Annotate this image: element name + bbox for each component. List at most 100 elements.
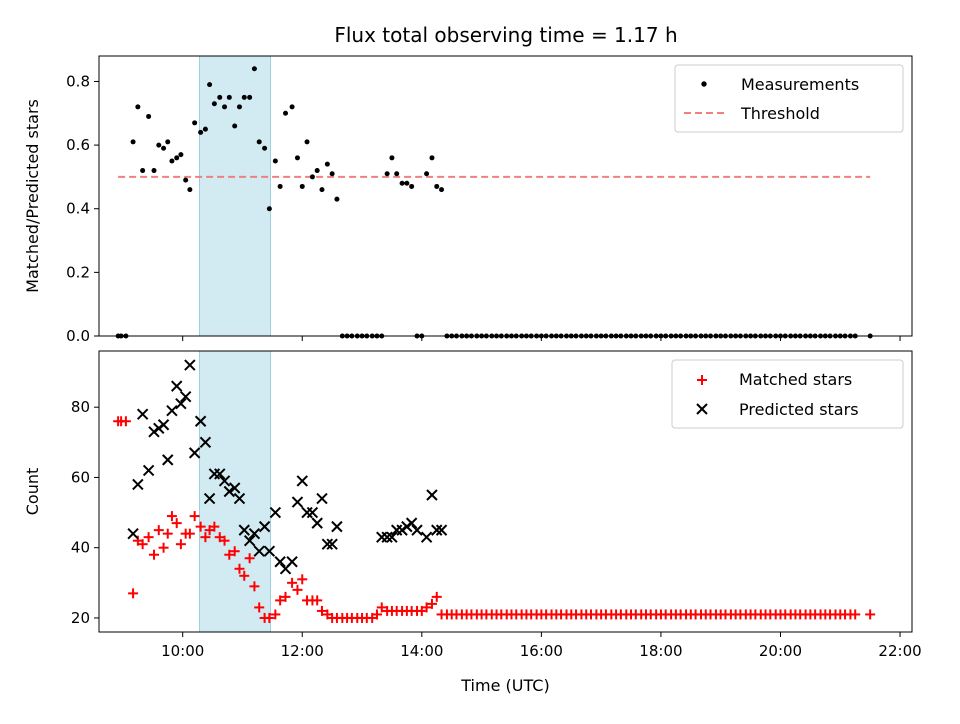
matched-star-point	[234, 563, 245, 574]
predicted-star-point	[311, 517, 323, 529]
predicted-star-point	[171, 380, 183, 392]
measurement-point	[140, 168, 146, 174]
measurement-point	[424, 171, 430, 177]
top-y-axis-label: Matched/Predicted stars	[23, 99, 42, 293]
matched-star-point	[239, 570, 250, 581]
matched-star-point	[200, 532, 211, 543]
matched-star-point	[153, 525, 164, 536]
predicted-star-point	[233, 492, 246, 505]
y-tick-label: 0.2	[66, 263, 90, 281]
matched-star-point	[287, 577, 298, 588]
x-tick-label: 14:00	[400, 642, 443, 660]
predicted-star-point	[306, 506, 319, 519]
matched-star-point	[184, 528, 195, 539]
chart-title: Flux total observing time = 1.17 h	[334, 23, 677, 47]
predicted-star-point	[175, 397, 187, 410]
legend-label-matched: Matched stars	[739, 370, 852, 389]
matched-star-point	[275, 595, 286, 606]
matched-star-point	[219, 535, 230, 546]
predicted-star-point	[188, 447, 201, 459]
matched-star-point	[297, 574, 308, 585]
x-tick-label: 20:00	[759, 642, 802, 660]
legend-label-measurements: Measurements	[741, 75, 859, 94]
y-tick-label: 80	[71, 398, 90, 416]
measurement-point	[130, 139, 136, 145]
measurement-point	[236, 104, 242, 110]
predicted-star-point	[269, 506, 282, 519]
matched-star-point	[171, 518, 182, 529]
measurement-point	[169, 158, 175, 164]
measurement-point	[389, 155, 395, 161]
x-tick-label: 18:00	[639, 642, 682, 660]
measurement-point	[174, 155, 180, 161]
measurement-point	[247, 94, 253, 100]
predicted-star-point	[274, 556, 286, 568]
matched-star-point	[316, 605, 327, 616]
predicted-star-point	[331, 520, 343, 533]
predicted-star-point	[381, 531, 393, 543]
predicted-star-point	[132, 478, 144, 491]
measurement-point	[266, 206, 272, 212]
measurement-point	[241, 94, 247, 100]
predicted-star-points	[127, 359, 448, 575]
top-panel-ratio: 0.00.20.40.60.8 Matched/Predicted stars …	[23, 55, 913, 345]
matched-star-point	[209, 521, 220, 532]
legend-label-threshold: Threshold	[740, 104, 820, 123]
predicted-star-point	[214, 468, 226, 480]
measurement-point	[277, 183, 283, 189]
measurement-point	[262, 145, 268, 151]
predicted-star-point	[286, 556, 298, 568]
predicted-star-point	[243, 534, 256, 547]
bottom-x-axis-ticks: 10:00 12:00 14:00 16:00 18:00 20:00 22:00	[161, 632, 922, 660]
matched-star-point	[189, 511, 200, 522]
matched-star-point	[148, 549, 159, 560]
matched-star-point	[270, 609, 281, 620]
measurement-point	[151, 168, 157, 174]
matched-star-point	[128, 588, 139, 599]
matched-star-point	[162, 528, 173, 539]
measurement-point	[187, 187, 193, 193]
matched-star-point	[292, 584, 303, 595]
measurement-point	[211, 101, 217, 107]
measurement-point	[202, 126, 208, 132]
measurement-point	[135, 104, 141, 110]
measurement-point	[232, 123, 238, 129]
predicted-star-point	[162, 454, 174, 466]
matched-star-point	[850, 609, 861, 620]
x-tick-label: 16:00	[520, 642, 563, 660]
predicted-star-point	[411, 524, 423, 536]
predicted-star-point	[238, 524, 250, 536]
matched-star-point	[195, 521, 206, 532]
predicted-star-point	[253, 545, 265, 557]
matched-star-point	[376, 602, 387, 613]
predicted-star-point	[420, 531, 433, 543]
legend-marker-predicted	[696, 403, 708, 415]
top-plot-frame	[98, 55, 913, 337]
predicted-star-point	[326, 538, 338, 550]
top-highlight-span	[199, 55, 271, 337]
predicted-star-point	[405, 517, 418, 529]
measurement-point	[434, 183, 440, 189]
measurement-point	[165, 139, 171, 145]
y-tick-label: 0.4	[66, 200, 90, 218]
y-tick-label: 20	[71, 609, 90, 627]
matched-star-point	[421, 602, 432, 613]
measurement-point	[294, 155, 300, 161]
x-axis-label: Time (UTC)	[460, 676, 549, 695]
predicted-star-point	[228, 482, 241, 494]
matched-star-point	[137, 539, 148, 550]
matched-star-point	[264, 612, 275, 623]
predicted-star-point	[184, 359, 196, 371]
predicted-star-point	[248, 527, 261, 540]
predicted-star-point	[179, 390, 192, 403]
top-legend: Measurements Threshold	[674, 64, 904, 133]
measurement-point	[251, 66, 257, 72]
top-legend-box	[674, 64, 904, 133]
y-tick-label: 60	[71, 468, 90, 486]
measurement-point	[334, 196, 340, 202]
measurement-point	[394, 171, 400, 177]
matched-star-point	[280, 591, 291, 602]
matched-star-point	[244, 553, 255, 564]
matched-star-point	[229, 546, 240, 557]
y-tick-label: 0.8	[66, 72, 90, 90]
